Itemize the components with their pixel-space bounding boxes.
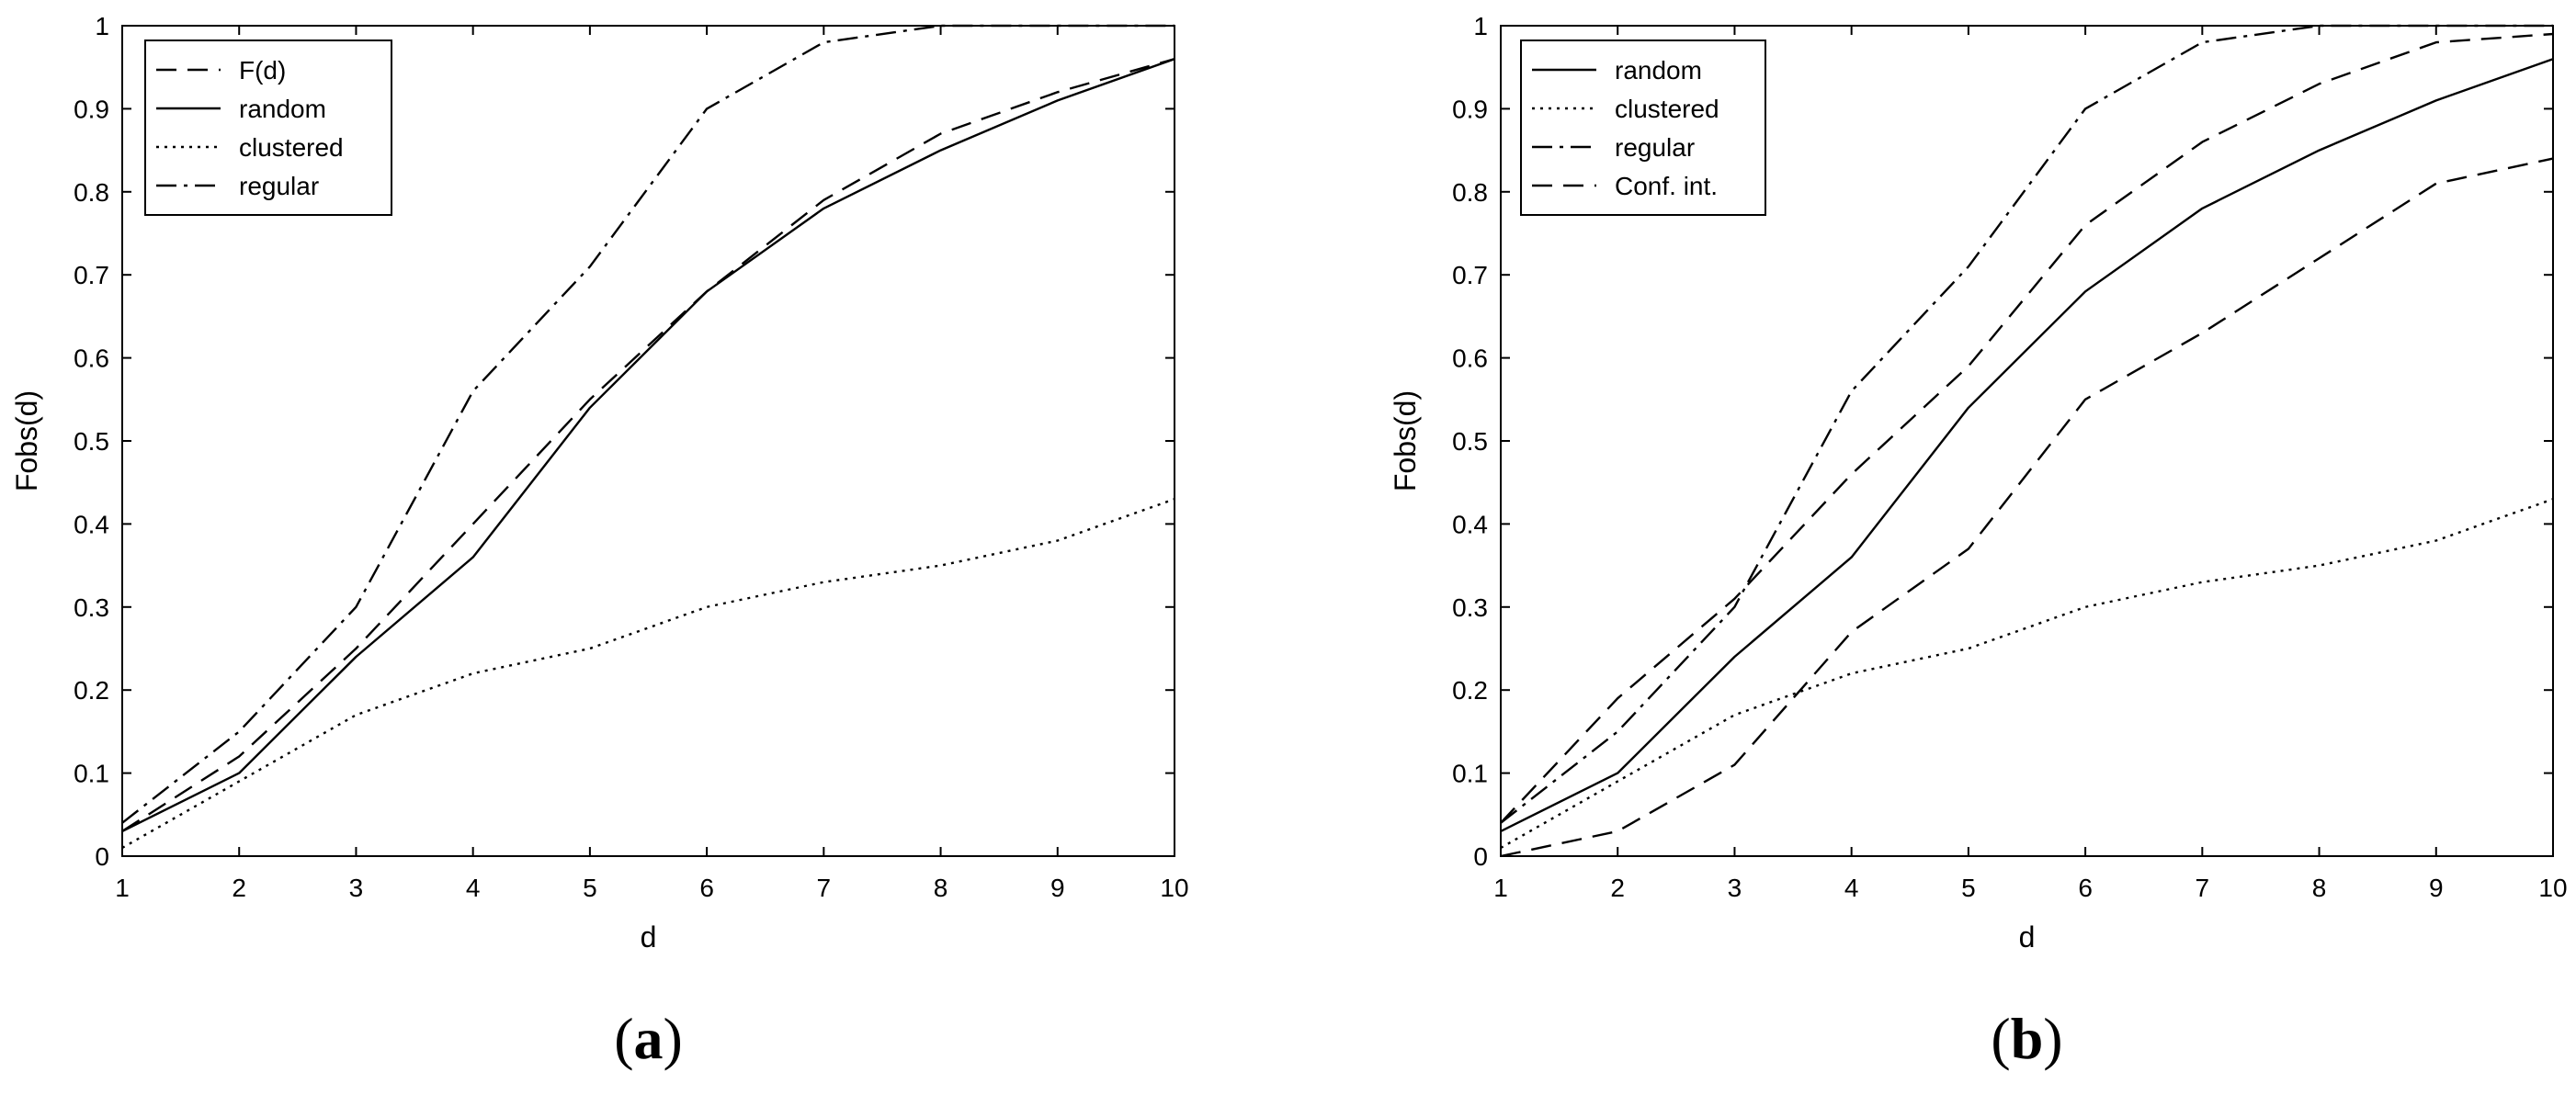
y-tick-label: 0.9 — [1452, 95, 1488, 123]
x-tick-label: 2 — [1610, 874, 1625, 902]
y-axis-label: Fobs(d) — [1389, 390, 1422, 491]
x-tick-label: 2 — [232, 874, 246, 902]
panel-label-close-paren: ) — [2043, 1006, 2062, 1071]
panel-label: (a) — [614, 1006, 683, 1071]
x-tick-label: 4 — [466, 874, 481, 902]
legend-entry-label: F(d) — [239, 56, 286, 85]
legend-entry-label: random — [1615, 56, 1702, 85]
legend-entry-label: random — [239, 95, 326, 123]
y-tick-label: 0.1 — [1452, 760, 1488, 788]
y-tick-label: 0.3 — [1452, 593, 1488, 622]
x-tick-label: 9 — [1050, 874, 1065, 902]
x-axis-label: d — [2019, 920, 2036, 954]
regular-series-line — [1500, 24, 2553, 824]
x-tick-label: 4 — [1844, 874, 1859, 902]
y-tick-label: 0.1 — [74, 760, 109, 788]
panel-b: 1 2 3 4 5 6 7 8 9 10 0 0.1 0.2 0.3 0.4 0.5 0.6 0.7 0.8 0.9 1… — [1389, 12, 2568, 1071]
y-tick-label: 0.3 — [74, 593, 109, 622]
x-axis-label: d — [641, 920, 657, 954]
y-tick-label: 0.6 — [74, 344, 109, 373]
legend-entry-label: clustered — [239, 133, 344, 162]
y-tick-label: 0.5 — [1452, 427, 1488, 456]
x-tick-label: 10 — [1160, 874, 1188, 902]
y-tick-label: 1 — [95, 12, 109, 40]
x-tick-label: 7 — [817, 874, 832, 902]
clustered-series-line — [1500, 498, 2554, 850]
y-tick-label: 0.8 — [74, 178, 109, 207]
y-tick-label: 0.9 — [74, 95, 109, 123]
random-series-line — [121, 58, 1175, 832]
x-tick-label: 6 — [2078, 874, 2093, 902]
legend: random clustered regular Conf. int. — [1520, 40, 1766, 216]
y-tick-label: 0.4 — [1452, 510, 1488, 538]
y-tick-label: 0 — [1473, 842, 1488, 871]
panel-label-close-paren: ) — [664, 1006, 683, 1071]
legend: F(d) random clustered regular — [144, 40, 392, 216]
y-tick-label: 0.8 — [1452, 178, 1488, 207]
panel-label: (b) — [1991, 1006, 2062, 1071]
x-tick-label: 3 — [349, 874, 364, 902]
x-tick-label: 5 — [583, 874, 597, 902]
clustered-series-line — [121, 498, 1175, 850]
panel-a: 1 2 3 4 5 6 7 8 9 10 0 0.1 0.2 0.3 0.4 0.5 0.6 0.7 0.8 0.9 1… — [10, 12, 1189, 1071]
y-tick-label: 0.7 — [1452, 261, 1488, 289]
legend-entry-label: clustered — [1615, 95, 1719, 123]
x-tick-label: 1 — [1493, 874, 1508, 902]
y-tick-label: 1 — [1473, 12, 1488, 40]
y-axis-label: Fobs(d) — [10, 390, 43, 491]
y-tick-label: 0.5 — [74, 427, 109, 456]
y-tick-label: 0.6 — [1452, 344, 1488, 373]
x-tick-label: 6 — [699, 874, 714, 902]
f-d-series-line — [121, 58, 1175, 832]
y-tick-label: 0.7 — [74, 261, 109, 289]
panel-label-letter: a — [634, 1006, 664, 1071]
x-tick-label: 8 — [2312, 874, 2327, 902]
y-tick-label: 0.4 — [74, 510, 109, 538]
y-tick-label: 0.2 — [1452, 676, 1488, 705]
legend-entry-label: Conf. int. — [1615, 172, 1718, 200]
regular-series-line — [121, 24, 1175, 824]
panel-label-letter: b — [2011, 1006, 2044, 1071]
legend-entry-label: regular — [1615, 133, 1695, 162]
x-tick-label: 3 — [1728, 874, 1742, 902]
y-tick-label: 0.2 — [74, 676, 109, 705]
conf-int-lower-series-line — [1500, 157, 2554, 858]
x-tick-label: 8 — [934, 874, 948, 902]
x-tick-label: 7 — [2196, 874, 2210, 902]
panel-label-open-paren: ( — [614, 1006, 633, 1071]
x-tick-label: 5 — [1961, 874, 1976, 902]
x-tick-label: 10 — [2538, 874, 2567, 902]
x-tick-label: 1 — [115, 874, 130, 902]
legend-entry-label: regular — [239, 172, 319, 200]
panel-label-open-paren: ( — [1991, 1006, 2010, 1071]
random-series-line — [1500, 58, 2554, 832]
conf-int-series-line — [1500, 32, 2554, 824]
x-tick-label: 9 — [2429, 874, 2444, 902]
y-tick-label: 0 — [95, 842, 109, 871]
